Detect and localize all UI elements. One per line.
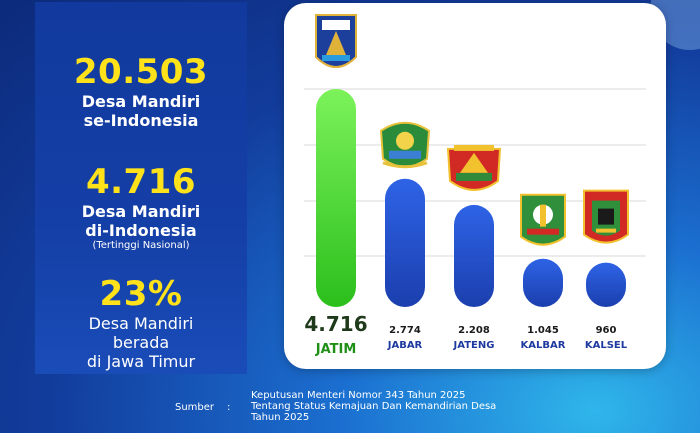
stat-desc-line: berada bbox=[112, 333, 170, 352]
stat-desc-line: di Jawa Timur bbox=[86, 352, 196, 371]
stat-desc-line: Desa Mandiri bbox=[81, 92, 201, 111]
bar-jatim bbox=[316, 89, 356, 307]
bar-jateng bbox=[454, 204, 494, 307]
stat-desc-line: di-Indonesia bbox=[85, 221, 197, 240]
bar-value-label: 4.716 bbox=[304, 312, 367, 336]
bar-value-label: 960 bbox=[596, 325, 617, 336]
stats-panel: 20.503 Desa Mandiri se-Indonesia 4.716 D… bbox=[35, 2, 247, 374]
category-label: KALBAR bbox=[521, 340, 566, 351]
jatim-emblem-icon bbox=[315, 14, 357, 68]
source-line: Tentang Status Kemajuan Dan Kemandirian … bbox=[251, 401, 497, 412]
bar-kalsel bbox=[586, 262, 626, 307]
category-label: JATIM bbox=[315, 342, 357, 357]
kalbar-emblem-icon bbox=[520, 193, 566, 246]
stat-share-jatim: 23% Desa Mandiri berada di Jawa Timur bbox=[35, 274, 247, 371]
source-lines: Keputusan Menteri Nomor 343 Tahun 2025 T… bbox=[251, 390, 591, 423]
stat-desc-line: Desa Mandiri bbox=[81, 202, 201, 221]
category-label: JABAR bbox=[387, 340, 423, 351]
stat-total-indonesia: 20.503 Desa Mandiri se-Indonesia bbox=[35, 52, 247, 130]
bar-kalbar bbox=[523, 258, 563, 307]
bar-value-label: 2.774 bbox=[389, 325, 421, 336]
stat-value: 23% bbox=[99, 274, 183, 314]
category-label: JATENG bbox=[453, 340, 495, 351]
bar-chart: 4.716 JATIM 2.774 JABAR 2.208 JATENG 1.045 KALB… bbox=[304, 14, 646, 357]
stat-desc-line: se-Indonesia bbox=[83, 111, 199, 130]
jabar-emblem-icon bbox=[379, 121, 431, 169]
stat-value: 20.503 bbox=[73, 52, 209, 92]
kalsel-emblem-icon bbox=[583, 189, 629, 244]
source-label: Sumber : bbox=[175, 402, 235, 413]
bar-jabar bbox=[385, 178, 425, 307]
stat-note: (Tertinggi Nasional) bbox=[92, 240, 190, 251]
source-separator: : bbox=[227, 402, 231, 413]
jateng-emblem-icon bbox=[446, 144, 502, 191]
stat-desc-line: Desa Mandiri bbox=[88, 314, 194, 333]
source-line: Tahun 2025 bbox=[251, 412, 310, 423]
category-label: KALSEL bbox=[585, 340, 628, 351]
stat-highest-national: 4.716 Desa Mandiri di-Indonesia (Terting… bbox=[35, 162, 247, 252]
source-line: Keputusan Menteri Nomor 343 Tahun 2025 bbox=[251, 390, 466, 401]
bar-chart-card: 4.716 JATIM 2.774 JABAR 2.208 JATENG 1.045 KALB… bbox=[284, 3, 666, 369]
source-label-text: Sumber bbox=[175, 402, 215, 413]
bar-value-label: 2.208 bbox=[458, 325, 490, 336]
bar-value-label: 1.045 bbox=[527, 325, 559, 336]
stat-value: 4.716 bbox=[85, 162, 197, 202]
